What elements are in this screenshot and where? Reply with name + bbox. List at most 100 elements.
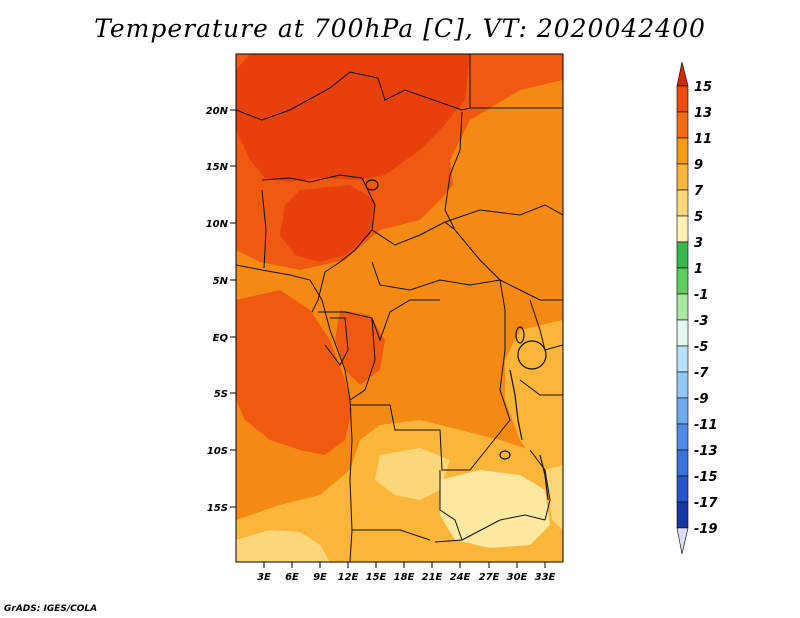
colorbar-cell-n9-n7 — [676, 371, 689, 399]
lon-label-33e: 33E — [535, 572, 556, 583]
lat-label-10n: 10N — [206, 219, 229, 230]
colorbar-cell-n11-n9 — [676, 397, 689, 425]
lakes — [365, 179, 549, 501]
lon-label-24e: 24E — [450, 572, 471, 583]
colorbar-label-11: 11 — [694, 132, 712, 147]
border-angola-zambia — [434, 470, 463, 543]
lon-label-9e: 9E — [313, 572, 327, 583]
lake-tanganyika — [509, 369, 523, 441]
colorbar-cell-n5-n3 — [676, 319, 689, 347]
border-car-south — [371, 261, 501, 291]
border-uganda-kenya — [529, 299, 563, 351]
colorbar-label-7: 7 — [694, 184, 704, 199]
colorbar-cell-1-3 — [676, 241, 689, 269]
colorbar-label-9: 9 — [694, 158, 703, 173]
lon-label-12e: 12E — [338, 572, 359, 583]
colorbar-cell-5-7 — [676, 189, 689, 217]
temperature-field — [236, 54, 563, 562]
colorbar-label-n1: -1 — [694, 288, 708, 303]
colorbar-label-n13: -13 — [694, 444, 718, 459]
lat-label-5s: 5S — [214, 389, 228, 400]
border-zambia-south — [461, 514, 546, 541]
colorbar-label-n3: -3 — [694, 314, 708, 329]
field-zambia-cool — [440, 470, 550, 548]
colorbar-label-n5: -5 — [694, 340, 708, 355]
lon-label-3e: 3E — [257, 572, 271, 583]
border-cameroon-congo — [318, 299, 440, 342]
country-borders — [236, 54, 563, 562]
lat-axis — [230, 109, 236, 508]
lon-label-21e: 21E — [422, 572, 443, 583]
lon-label-27e: 27E — [479, 572, 500, 583]
field-sudan-warm — [450, 80, 563, 240]
colorbar-cell-n17-n15 — [676, 475, 689, 503]
colorbar-label-n11: -11 — [694, 418, 718, 433]
colorbar-cell-n19-n17 — [676, 501, 689, 529]
lon-label-30e: 30E — [507, 572, 528, 583]
lon-label-18e: 18E — [394, 572, 415, 583]
grads-credit: GrADS: IGES/COLA — [4, 604, 98, 614]
border-congo-drc — [349, 317, 376, 401]
colorbar-label-13: 13 — [694, 106, 712, 121]
border-coast-west — [236, 264, 353, 562]
border-ssudan-east — [499, 279, 563, 301]
border-gabon — [324, 317, 349, 366]
lat-label-20n: 20N — [206, 106, 229, 117]
colorbar-top-triangle — [676, 61, 689, 87]
colorbar-cell-13-15 — [676, 85, 689, 113]
lake-victoria — [517, 340, 547, 370]
border-drc-angola — [350, 404, 491, 471]
colorbar-label-15: 15 — [694, 80, 712, 95]
border-algeria-niger — [236, 71, 379, 121]
border-angola-namibia — [352, 529, 431, 541]
colorbar-cell-n15-n13 — [676, 449, 689, 477]
colorbar-label-n19: -19 — [694, 522, 718, 537]
colorbar-cell-11-13 — [676, 111, 689, 139]
colorbar-labels: 15 13 11 9 7 5 3 1 -1 -3 -5 -7 -9 -11 -1… — [694, 80, 718, 537]
border-drc-east — [489, 279, 511, 446]
colorbar-cell-n13-n11 — [676, 423, 689, 451]
border-niger-nigeria — [261, 174, 363, 183]
lon-label-15e: 15E — [366, 572, 387, 583]
lon-tick-labels: 3E 6E 9E 12E 15E 18E 21E 24E 27E 30E 33E — [257, 572, 555, 583]
border-tanzania — [519, 379, 563, 396]
chart-title: Temperature at 700hPa [C], VT: 202004240… — [94, 14, 706, 43]
lat-label-15n: 15N — [206, 162, 229, 173]
colorbar-label-n15: -15 — [694, 470, 718, 485]
lat-label-15s: 15S — [207, 503, 228, 514]
colorbar-bottom-triangle — [676, 527, 689, 555]
colorbar-label-n17: -17 — [694, 496, 718, 511]
colorbar-cell-9-11 — [676, 137, 689, 165]
lat-tick-labels: 20N 15N 10N 5N EQ 5S 10S 15S — [206, 106, 229, 514]
colorbar-label-1: 1 — [694, 262, 703, 277]
colorbar-label-n9: -9 — [694, 392, 708, 407]
border-benin-nigeria — [261, 189, 267, 269]
border-nigeria-cameroon — [311, 229, 373, 313]
colorbar-cell-n1-1 — [676, 267, 689, 295]
colorbar-label-5: 5 — [694, 210, 703, 225]
border-malawi — [529, 449, 551, 521]
lake-mweru — [499, 450, 511, 460]
lat-label-eq: EQ — [213, 333, 229, 344]
lat-label-10s: 10S — [207, 446, 228, 457]
field-warmest-lobe — [280, 185, 375, 262]
field-warmest-core — [236, 54, 470, 182]
lon-label-6e: 6E — [285, 572, 299, 583]
lake-albert — [515, 326, 525, 344]
colorbar-cell-n3-n1 — [676, 293, 689, 321]
lake-malawi — [539, 454, 549, 501]
map-frame — [235, 53, 564, 563]
field-south-cooler — [375, 448, 450, 500]
colorbar-cell-n7-n5 — [676, 345, 689, 373]
colorbar-label-n7: -7 — [694, 366, 709, 381]
field-se-cooler — [545, 465, 563, 530]
lon-axis — [263, 562, 546, 568]
border-sudan-ssudan — [444, 204, 563, 223]
field-sw-cooler — [236, 530, 330, 562]
lat-label-5n: 5N — [213, 276, 229, 287]
colorbar — [676, 61, 689, 555]
border-chad-sudan — [444, 111, 463, 231]
border-libya-niger-chad — [377, 54, 471, 111]
colorbar-label-3: 3 — [694, 236, 703, 251]
